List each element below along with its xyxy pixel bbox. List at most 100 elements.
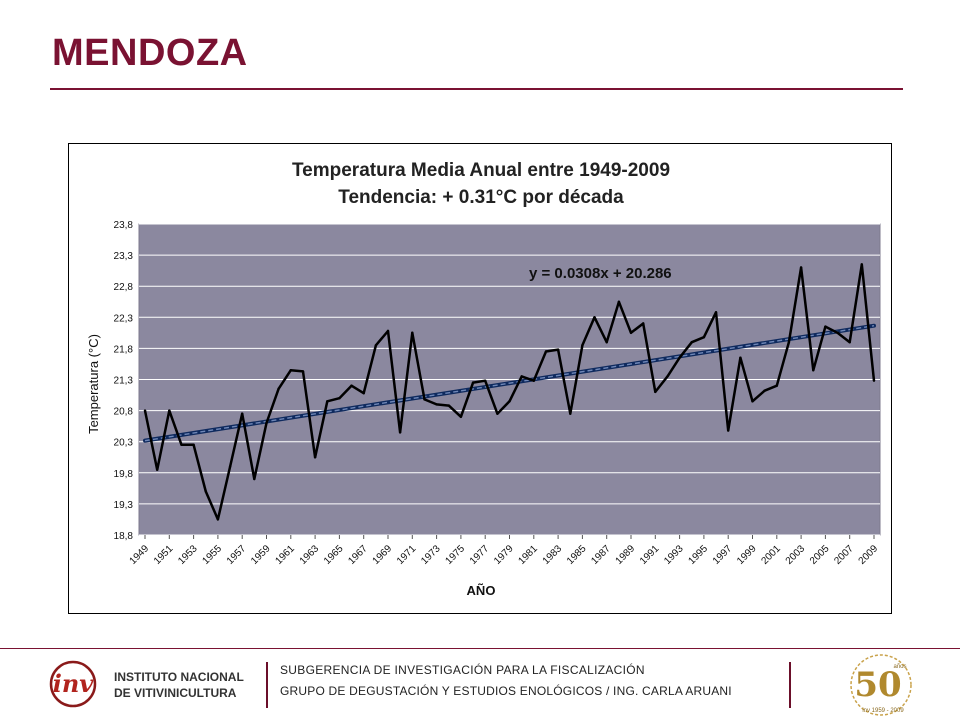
data-point — [459, 415, 463, 418]
x-tick-label: 1977 — [468, 543, 492, 567]
data-point — [471, 381, 475, 384]
data-point — [872, 379, 876, 382]
data-point — [168, 409, 171, 412]
chart-title-line2: Tendencia: + 0.31°C por década — [338, 187, 624, 208]
slide-title: MENDOZA — [52, 32, 248, 74]
inv-logo: inv INSTITUTO NACIONAL DE VITIVINICULTUR… — [49, 660, 244, 708]
x-tick-label: 2009 — [857, 543, 881, 567]
data-point — [180, 443, 183, 446]
y-tick-label: 22,3 — [114, 313, 134, 324]
data-point — [143, 409, 147, 412]
data-point — [666, 375, 669, 378]
x-tick-label: 1963 — [298, 543, 322, 567]
data-point — [799, 266, 803, 269]
data-point — [751, 400, 754, 403]
x-tick-label: 1987 — [589, 543, 613, 567]
x-tick-label: 1991 — [638, 543, 662, 567]
line-chart: Temperatura Media Anual entre 1949-2009 … — [86, 160, 881, 598]
x-tick-label: 1985 — [565, 543, 589, 567]
footer-divider-right — [789, 662, 791, 708]
data-point — [301, 370, 305, 373]
anniversary-logo: 50 años inv 1959 - 2009 — [850, 654, 912, 716]
x-tick-label: 1983 — [541, 543, 565, 567]
chart-title-line1: Temperatura Media Anual entre 1949-2009 — [292, 160, 670, 181]
x-tick-label: 1955 — [201, 543, 225, 567]
x-tick-label: 1961 — [273, 543, 297, 567]
x-tick-label: 1965 — [322, 543, 346, 567]
x-tick-label: 1979 — [492, 543, 516, 567]
data-point — [241, 412, 244, 415]
anniversary-number: 50 — [854, 665, 901, 705]
y-tick-label: 18,8 — [114, 531, 134, 542]
x-tick-label: 1973 — [419, 543, 443, 567]
data-point — [569, 412, 572, 415]
data-point — [629, 331, 633, 334]
x-tick-label: 1951 — [152, 543, 176, 567]
x-axis-label: AÑO — [467, 583, 496, 598]
org-name-line2: DE VITIVINICULTURA — [114, 686, 237, 700]
x-tick-label: 1949 — [128, 543, 152, 567]
chart-frame: Temperatura Media Anual entre 1949-2009 … — [68, 143, 892, 614]
data-point — [313, 456, 317, 459]
data-point — [386, 329, 390, 333]
y-tick-labels: 23,8 23,3 22,8 22,3 21,8 21,3 20,8 20,3 19,8 19,3… — [114, 220, 134, 542]
title-rule — [50, 88, 903, 90]
data-point — [581, 344, 584, 347]
grid-lines — [139, 223, 880, 536]
footer-divider-left — [266, 662, 268, 708]
x-tick-label: 1969 — [371, 543, 395, 567]
data-point — [156, 468, 159, 471]
y-tick-label: 19,3 — [114, 500, 134, 511]
y-axis-label: Temperatura (°C) — [86, 334, 101, 434]
x-tick-label: 2005 — [808, 543, 832, 567]
x-tick-label: 1999 — [735, 543, 759, 567]
x-tick-label: 1997 — [711, 543, 735, 567]
data-point — [508, 400, 511, 403]
x-tick-label: 1953 — [176, 543, 200, 567]
x-tick-label: 1971 — [395, 543, 419, 567]
data-point — [690, 341, 693, 344]
data-point — [739, 356, 742, 359]
data-point — [338, 397, 341, 400]
data-point — [727, 429, 730, 432]
data-point — [374, 344, 378, 347]
x-tick-label: 1967 — [346, 543, 370, 567]
footer-rule — [0, 648, 960, 649]
data-point — [836, 331, 839, 334]
data-point — [398, 431, 402, 434]
x-tick-label: 1959 — [249, 543, 273, 567]
anniversary-years: inv 1959 - 2009 — [862, 708, 904, 714]
data-point — [532, 379, 535, 382]
data-point — [192, 443, 195, 446]
x-tick-label: 1975 — [444, 543, 468, 567]
data-point — [423, 398, 426, 401]
x-tick-label: 1989 — [614, 543, 638, 567]
y-tick-label: 23,8 — [114, 220, 134, 231]
data-point — [362, 392, 365, 395]
y-tick-label: 20,8 — [114, 407, 134, 418]
data-point — [289, 369, 292, 372]
data-point — [702, 336, 706, 339]
data-point — [617, 300, 621, 303]
data-point — [763, 389, 766, 392]
data-point — [654, 390, 657, 394]
anniversary-small-label: años — [893, 664, 906, 670]
y-tick-label: 23,3 — [114, 251, 134, 262]
data-point — [812, 369, 815, 372]
y-tick-label: 19,8 — [114, 469, 134, 480]
y-tick-label: 20,3 — [114, 438, 134, 449]
data-point — [775, 384, 778, 387]
org-name-line1: INSTITUTO NACIONAL — [114, 670, 244, 684]
data-point — [277, 387, 280, 390]
data-point — [860, 263, 863, 266]
x-tick-labels: 1949 1951 1953 1955 1957 1959 1961 1963 1965 1967… — [128, 535, 881, 567]
x-tick-label: 1981 — [516, 543, 540, 567]
trend-equation: y = 0.0308x + 20.286 — [529, 265, 672, 282]
footer-subtitle-line2: GRUPO DE DEGUSTACIÓN Y ESTUDIOS ENOLÓGIC… — [280, 684, 732, 698]
x-tick-label: 1957 — [225, 543, 249, 567]
data-point — [447, 404, 450, 407]
x-tick-label: 1995 — [687, 543, 711, 567]
data-point — [544, 350, 548, 353]
data-point — [204, 490, 207, 493]
data-point — [824, 325, 827, 328]
